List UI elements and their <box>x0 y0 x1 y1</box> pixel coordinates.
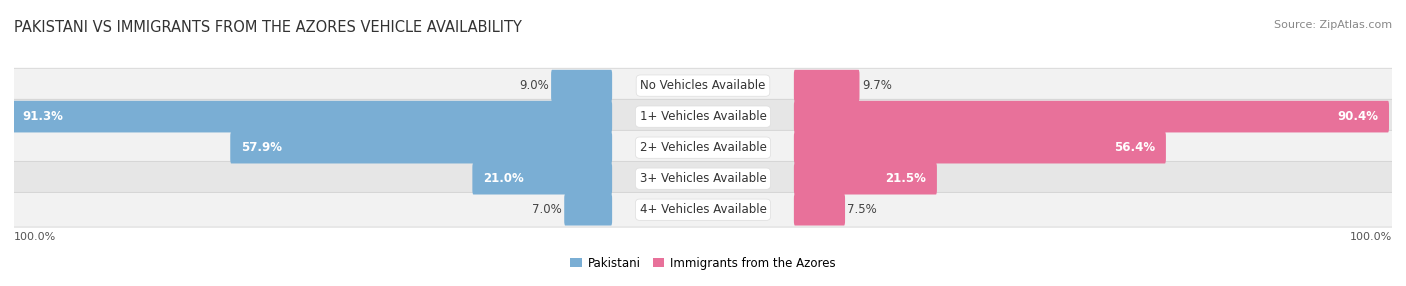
Text: 100.0%: 100.0% <box>1350 232 1392 242</box>
Text: 90.4%: 90.4% <box>1337 110 1378 123</box>
Text: 91.3%: 91.3% <box>22 110 63 123</box>
FancyBboxPatch shape <box>564 194 612 226</box>
Text: Source: ZipAtlas.com: Source: ZipAtlas.com <box>1274 20 1392 30</box>
Text: 100.0%: 100.0% <box>14 232 56 242</box>
Text: 7.5%: 7.5% <box>848 203 877 216</box>
Text: 21.5%: 21.5% <box>886 172 927 185</box>
FancyBboxPatch shape <box>794 101 1389 132</box>
Text: 56.4%: 56.4% <box>1114 141 1156 154</box>
Text: 9.0%: 9.0% <box>519 79 548 92</box>
Text: 7.0%: 7.0% <box>533 203 562 216</box>
Legend: Pakistani, Immigrants from the Azores: Pakistani, Immigrants from the Azores <box>565 252 841 274</box>
Text: No Vehicles Available: No Vehicles Available <box>640 79 766 92</box>
FancyBboxPatch shape <box>794 70 859 102</box>
FancyBboxPatch shape <box>231 132 612 164</box>
FancyBboxPatch shape <box>13 161 1393 196</box>
FancyBboxPatch shape <box>11 101 612 132</box>
FancyBboxPatch shape <box>794 132 1166 164</box>
Text: 9.7%: 9.7% <box>862 79 891 92</box>
Text: 3+ Vehicles Available: 3+ Vehicles Available <box>640 172 766 185</box>
FancyBboxPatch shape <box>13 99 1393 134</box>
Text: PAKISTANI VS IMMIGRANTS FROM THE AZORES VEHICLE AVAILABILITY: PAKISTANI VS IMMIGRANTS FROM THE AZORES … <box>14 20 522 35</box>
Text: 1+ Vehicles Available: 1+ Vehicles Available <box>640 110 766 123</box>
FancyBboxPatch shape <box>13 130 1393 165</box>
FancyBboxPatch shape <box>551 70 612 102</box>
Text: 2+ Vehicles Available: 2+ Vehicles Available <box>640 141 766 154</box>
Text: 57.9%: 57.9% <box>240 141 283 154</box>
FancyBboxPatch shape <box>794 163 936 194</box>
Text: 4+ Vehicles Available: 4+ Vehicles Available <box>640 203 766 216</box>
FancyBboxPatch shape <box>472 163 612 194</box>
Text: 21.0%: 21.0% <box>484 172 524 185</box>
FancyBboxPatch shape <box>794 194 845 226</box>
FancyBboxPatch shape <box>13 192 1393 227</box>
FancyBboxPatch shape <box>13 68 1393 103</box>
